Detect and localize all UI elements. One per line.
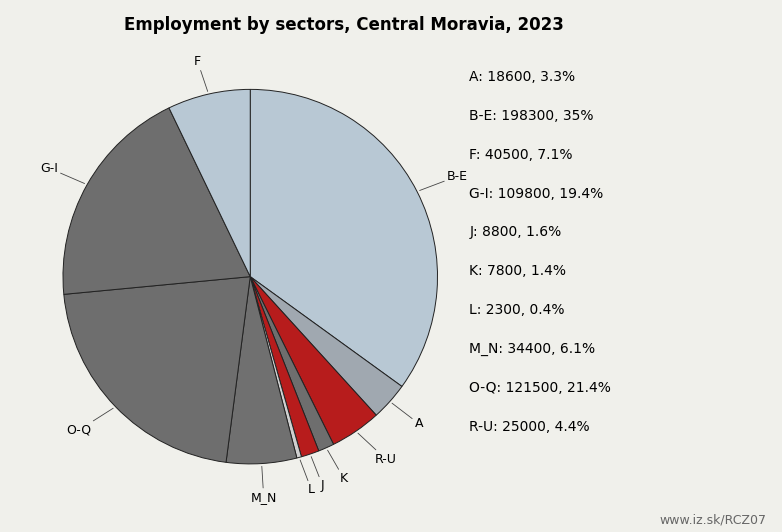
Text: B-E: 198300, 35%: B-E: 198300, 35% [469, 109, 594, 123]
Text: R-U: 25000, 4.4%: R-U: 25000, 4.4% [469, 420, 590, 434]
Text: K: K [328, 450, 348, 485]
Wedge shape [250, 277, 301, 458]
Text: F: 40500, 7.1%: F: 40500, 7.1% [469, 148, 572, 162]
Wedge shape [250, 277, 319, 457]
Text: M_N: 34400, 6.1%: M_N: 34400, 6.1% [469, 342, 595, 356]
Text: O-Q: 121500, 21.4%: O-Q: 121500, 21.4% [469, 381, 611, 395]
Text: G-I: 109800, 19.4%: G-I: 109800, 19.4% [469, 187, 604, 201]
Text: M_N: M_N [250, 467, 277, 504]
Text: J: J [311, 456, 325, 493]
Text: O-Q: O-Q [66, 408, 113, 437]
Text: G-I: G-I [40, 162, 84, 184]
Wedge shape [64, 277, 250, 462]
Text: Employment by sectors, Central Moravia, 2023: Employment by sectors, Central Moravia, … [124, 16, 564, 34]
Text: B-E: B-E [420, 170, 468, 190]
Text: L: 2300, 0.4%: L: 2300, 0.4% [469, 303, 565, 317]
Wedge shape [226, 277, 297, 464]
Wedge shape [250, 277, 376, 444]
Wedge shape [250, 277, 402, 415]
Text: L: L [300, 460, 315, 496]
Wedge shape [63, 108, 250, 294]
Wedge shape [250, 277, 334, 451]
Text: A: A [392, 403, 423, 430]
Wedge shape [169, 89, 250, 277]
Text: R-U: R-U [358, 433, 396, 466]
Text: A: 18600, 3.3%: A: 18600, 3.3% [469, 70, 576, 84]
Wedge shape [250, 89, 437, 386]
Text: F: F [194, 55, 208, 92]
Text: K: 7800, 1.4%: K: 7800, 1.4% [469, 264, 566, 278]
Text: www.iz.sk/RCZ07: www.iz.sk/RCZ07 [659, 514, 766, 527]
Text: J: 8800, 1.6%: J: 8800, 1.6% [469, 226, 561, 239]
